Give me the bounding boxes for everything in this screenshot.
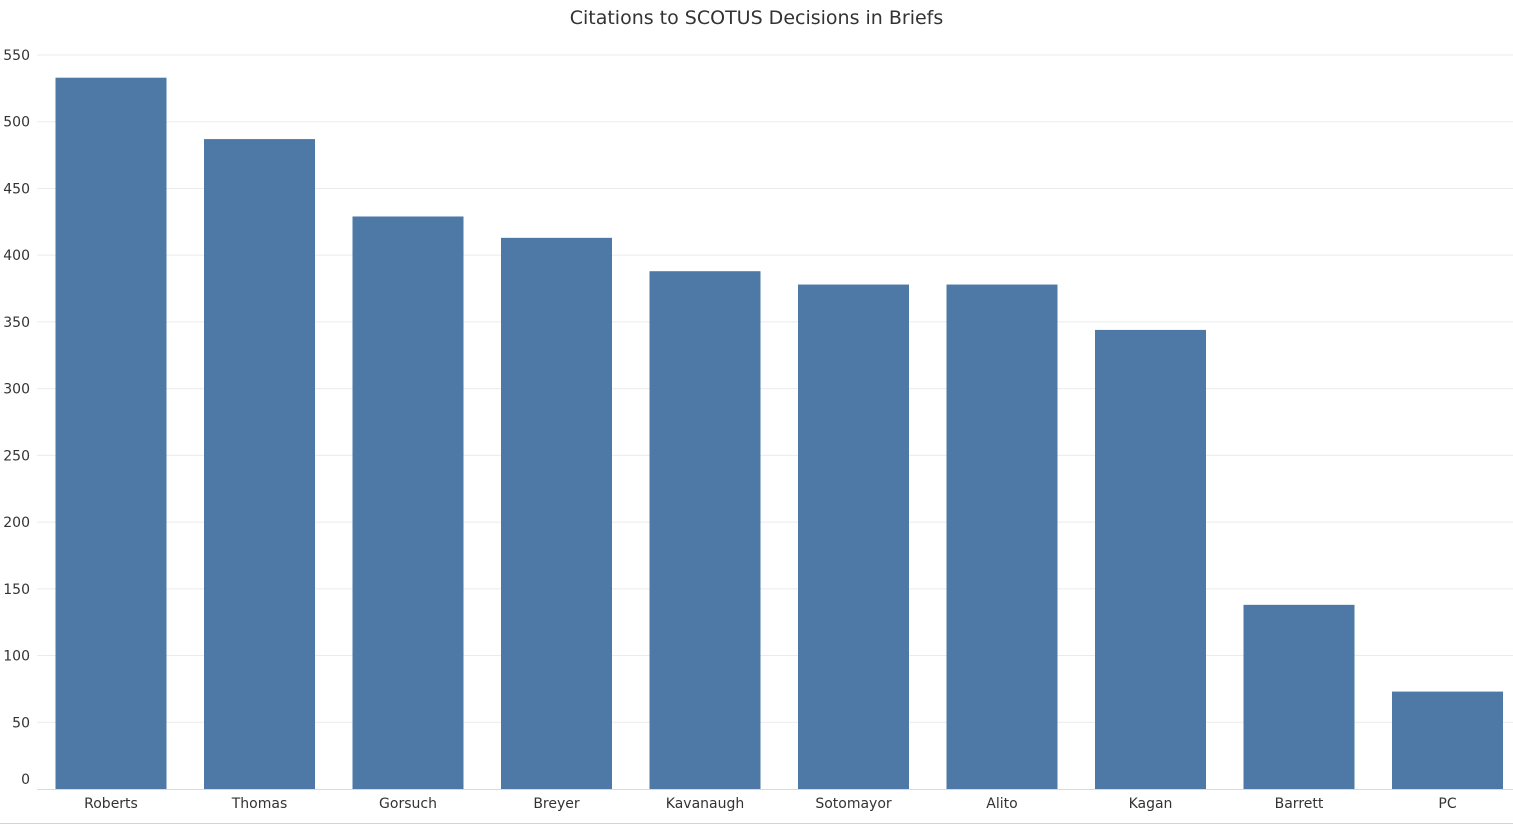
x-tick-label: Gorsuch — [379, 796, 437, 812]
x-axis-labels: Roberts Thomas Gorsuch Breyer Kavanaugh Sotom… — [84, 796, 1457, 812]
y-tick-label: 450 — [3, 181, 30, 197]
bar-barrett — [1243, 604, 1355, 789]
bar-sotomayor — [798, 284, 909, 789]
chart-title: Citations to SCOTUS Decisions in Briefs — [569, 7, 944, 29]
x-tick-label: Roberts — [84, 796, 138, 812]
x-tick-label: Thomas — [231, 796, 288, 812]
bar-breyer — [501, 237, 612, 789]
y-tick-label: 0 — [21, 772, 30, 788]
bar-alito — [946, 284, 1058, 789]
y-tick-label: 300 — [3, 382, 30, 398]
x-tick-label: Sotomayor — [815, 796, 892, 812]
bar-gorsuch — [352, 216, 464, 790]
bar-pc — [1392, 691, 1503, 789]
y-tick-label: 250 — [3, 448, 30, 464]
y-tick-label: 500 — [3, 115, 30, 131]
bars — [55, 77, 1503, 790]
bar-kagan — [1095, 329, 1206, 789]
bar-thomas — [204, 139, 315, 790]
x-tick-label: PC — [1438, 796, 1456, 812]
x-tick-label: Kagan — [1129, 796, 1173, 812]
y-tick-label: 150 — [3, 582, 30, 598]
y-tick-label: 200 — [3, 515, 30, 531]
x-tick-label: Alito — [986, 796, 1017, 812]
y-tick-label: 50 — [12, 715, 30, 731]
bar-roberts — [55, 77, 167, 790]
x-tick-label: Breyer — [533, 796, 580, 812]
y-tick-label: 400 — [3, 248, 30, 264]
x-tick-label: Kavanaugh — [666, 796, 744, 812]
y-axis-ticks: 0 50 100 150 200 250 300 350 400 450 500 550 — [3, 48, 30, 788]
y-tick-label: 100 — [3, 649, 30, 665]
y-tick-label: 550 — [3, 48, 30, 64]
y-tick-label: 350 — [3, 315, 30, 331]
x-tick-label: Barrett — [1275, 796, 1324, 812]
bar-kavanaugh — [649, 271, 761, 789]
